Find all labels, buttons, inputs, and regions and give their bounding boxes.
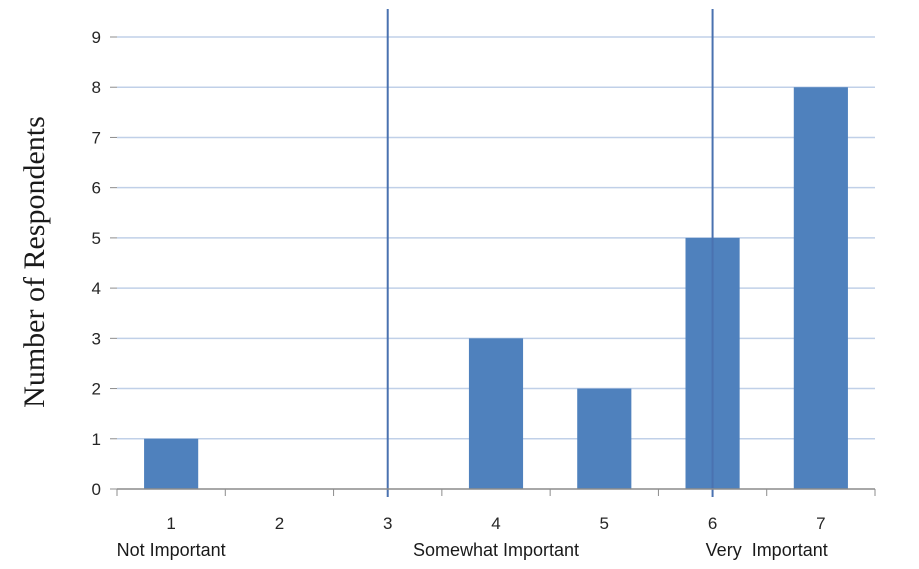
y-tick-label: 4 <box>92 279 101 298</box>
y-tick-label: 7 <box>92 128 101 147</box>
group-dividers <box>386 9 714 497</box>
y-tick-label: 1 <box>92 430 101 449</box>
bar-7 <box>793 87 848 489</box>
bars <box>144 87 848 489</box>
y-tick-label: 5 <box>92 229 101 248</box>
y-tick-label: 6 <box>92 179 101 198</box>
y-axis-label: Number of Respondents <box>18 116 51 408</box>
y-tick-label: 2 <box>92 380 101 399</box>
tick-labels: 0 1 2 3 4 5 6 7 8 9 1 2 3 4 5 6 7 Not Important Somewhat I… <box>92 28 828 560</box>
group-label-1: Not Important <box>117 540 226 560</box>
x-tick-label: 7 <box>816 514 825 533</box>
bar-5 <box>577 388 632 489</box>
x-tick-label: 2 <box>275 514 284 533</box>
x-tick-label: 6 <box>708 514 717 533</box>
group-label-3: Very Important <box>706 540 828 560</box>
gridlines <box>117 36 875 440</box>
group-label-2: Somewhat Important <box>413 540 579 560</box>
axes <box>110 36 876 496</box>
x-tick-label: 3 <box>383 514 392 533</box>
y-tick-label: 0 <box>92 480 101 499</box>
y-tick-label: 9 <box>92 28 101 47</box>
x-tick-label: 5 <box>600 514 609 533</box>
x-tick-label: 4 <box>491 514 500 533</box>
y-tick-label: 8 <box>92 78 101 97</box>
bar-4 <box>468 338 524 489</box>
y-tick-label: 3 <box>92 329 101 348</box>
bar-1 <box>144 438 199 489</box>
x-tick-label: 1 <box>166 514 175 533</box>
